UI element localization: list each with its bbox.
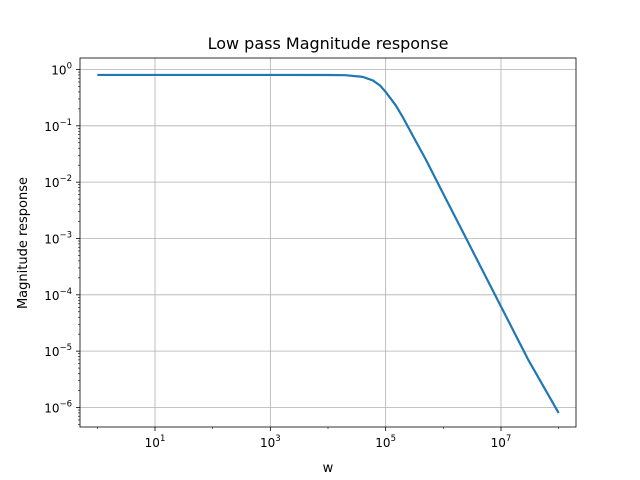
y-tick-label: 10−4 bbox=[44, 287, 72, 303]
y-tick-label: 10−3 bbox=[44, 230, 72, 246]
y-tick-label: 100 bbox=[51, 61, 72, 77]
x-axis-label: w bbox=[323, 461, 334, 476]
series-layer bbox=[97, 73, 560, 414]
y-tick-label: 10−5 bbox=[44, 343, 72, 359]
plot-frame bbox=[79, 57, 577, 428]
grid-lines bbox=[80, 58, 576, 427]
x-tick-label: 107 bbox=[491, 434, 512, 450]
x-tick-label: 105 bbox=[375, 434, 396, 450]
y-axis-ticks: 100 10−1 10−2 10−3 10−4 10−5 10−6 bbox=[44, 61, 80, 425]
y-tick-label: 10−1 bbox=[44, 118, 72, 134]
chart-title: Low pass Magnitude response bbox=[208, 34, 449, 53]
x-tick-label: 103 bbox=[260, 434, 281, 450]
series-line bbox=[97, 73, 560, 414]
x-tick-label: 101 bbox=[145, 434, 166, 450]
y-tick-label: 10−2 bbox=[44, 174, 72, 190]
y-axis-label: Magnitude response bbox=[16, 177, 31, 309]
y-tick-label: 10−6 bbox=[44, 399, 72, 415]
x-axis-ticks: 101 103 105 107 bbox=[97, 427, 559, 450]
